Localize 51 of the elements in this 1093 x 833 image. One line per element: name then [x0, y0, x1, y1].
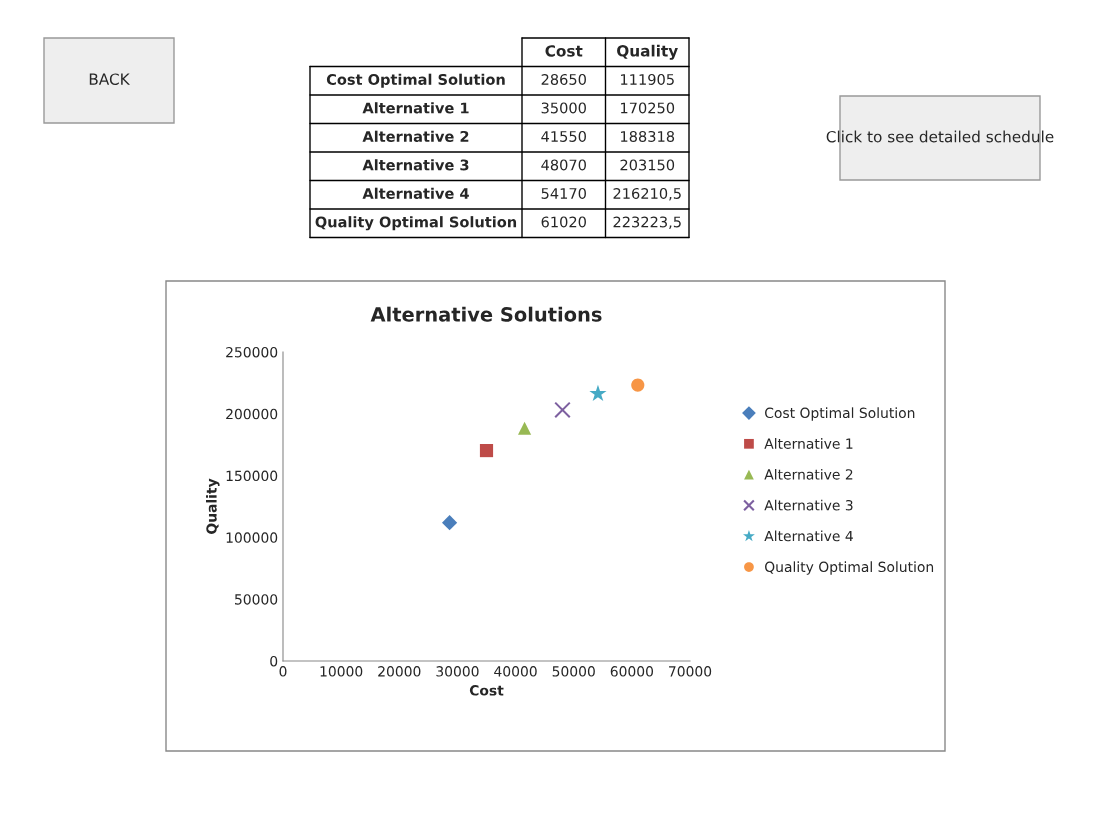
x-tick-label: 30000: [436, 666, 479, 677]
y-axis-title: Quality: [206, 478, 220, 534]
point: [518, 421, 532, 435]
x-axis-title: Cost: [469, 685, 504, 696]
data-label: 188318: [621, 130, 675, 142]
x-tick-label: 70000: [669, 666, 712, 677]
data-label: 48070: [541, 159, 586, 171]
text: Cost: [545, 45, 583, 57]
y-tick-label: 0: [270, 655, 278, 667]
x-tick-label: 10000: [320, 666, 363, 677]
data-label: 41550: [541, 130, 586, 142]
y-tick-label: 200000: [226, 408, 278, 420]
point: [441, 515, 458, 531]
y-tick-label: 150000: [226, 470, 278, 482]
point: [479, 443, 494, 458]
x-tick-label: 50000: [552, 666, 595, 677]
category-label: Cost Optimal Solution: [326, 73, 505, 88]
chart-title: Alternative Solutions: [370, 306, 602, 322]
y-tick-label: 50000: [235, 594, 278, 605]
point: [554, 401, 571, 419]
data-label: 223223,5: [613, 216, 681, 229]
category-label: Alternative 4: [362, 187, 469, 199]
legend-label: Quality Optimal Solution: [765, 561, 934, 575]
data-label: 216210,5: [613, 187, 681, 201]
text: Quality: [617, 44, 678, 60]
x-tick-label: 40000: [494, 666, 537, 677]
data-label: 28650: [541, 73, 586, 85]
x-tick-label: 20000: [378, 666, 421, 677]
point: [589, 384, 607, 402]
data-label: 170250: [621, 102, 675, 114]
x-tick-label: 0: [279, 666, 287, 677]
category-label: Alternative 1: [362, 102, 469, 114]
legend-label: Cost Optimal Solution: [765, 407, 915, 421]
legend-label: Alternative 1: [764, 438, 853, 449]
legend-label: Alternative 3: [764, 499, 853, 511]
y-tick-label: 100000: [226, 532, 278, 543]
text: BACK: [89, 73, 130, 85]
data-label: 111905: [621, 73, 674, 85]
category-label: Quality Optimal Solution: [315, 216, 517, 231]
y-tick-label: 250000: [226, 346, 278, 358]
category-label: Alternative 3: [362, 159, 469, 171]
data-label: 61020: [541, 216, 586, 228]
point: [631, 378, 645, 392]
data-label: 54170: [541, 187, 586, 199]
legend-label: Alternative 2: [764, 468, 853, 480]
x-tick-label: 60000: [610, 666, 654, 677]
text: Click to see detailed schedule: [826, 130, 1054, 143]
data-label: 203150: [620, 159, 675, 171]
data-label: 35000: [541, 102, 586, 114]
legend-label: Alternative 4: [764, 530, 853, 542]
category-label: Alternative 2: [362, 130, 469, 142]
